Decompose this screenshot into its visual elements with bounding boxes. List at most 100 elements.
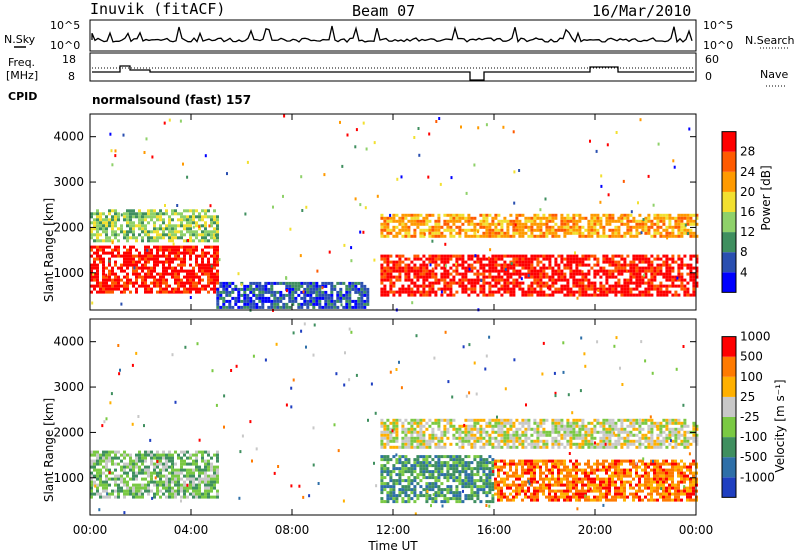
power-echo-cell (395, 231, 399, 235)
power-echo-cell (488, 272, 492, 276)
power-echo-cell (590, 222, 594, 226)
power-echo-cell (165, 245, 168, 249)
power-echo-cell (575, 213, 579, 217)
power-echo-cell (201, 257, 204, 261)
velocity-echo-cell (542, 489, 545, 493)
power-echo-cell (96, 245, 99, 249)
power-echo-cell (380, 234, 384, 238)
velocity-echo-cell (165, 465, 168, 469)
power-echo-cell (557, 234, 561, 238)
velocity-echo-cell (138, 468, 141, 472)
power-echo-cell (584, 257, 588, 261)
power-echo-cell (605, 234, 609, 238)
velocity-echo-cell (692, 483, 695, 487)
power-echo-cell (602, 284, 606, 288)
velocity-echo-cell (138, 492, 141, 496)
power-echo-cell (207, 257, 210, 261)
power-echo-cell (383, 284, 387, 288)
velocity-echo-cell (467, 473, 471, 477)
power-echo-cell (111, 218, 114, 222)
power-echo-cell (641, 266, 645, 270)
power-echo-cell (422, 228, 426, 232)
power-echo-cell (135, 269, 138, 273)
velocity-echo-cell (102, 450, 105, 454)
velocity-echo-cell (632, 462, 635, 466)
power-echo-cell (503, 216, 507, 220)
power-echo-cell (195, 233, 198, 237)
power-echo-cell (168, 215, 171, 219)
velocity-echo-cell (132, 495, 135, 499)
velocity-echo-cell (437, 421, 441, 425)
velocity-echo-cell (662, 480, 665, 484)
power-echo-cell (563, 219, 567, 223)
power-echo-cell (692, 272, 696, 276)
power-echo-cell (180, 230, 183, 234)
power-echo-cell (440, 278, 444, 282)
velocity-echo-cell (614, 495, 617, 499)
velocity-echo-cell (192, 480, 195, 484)
power-echo-cell (336, 293, 340, 297)
power-echo-cell (524, 257, 528, 261)
velocity-echo-cell (144, 468, 147, 472)
velocity-echo-cell (419, 421, 423, 425)
power-echo-cell (204, 245, 207, 249)
velocity-echo-cell (659, 495, 662, 499)
power-echo-cell (192, 233, 195, 237)
velocity-echo-cell (198, 450, 201, 454)
velocity-echo-cell (192, 492, 195, 496)
velocity-echo-cell (168, 489, 171, 493)
power-echo-cell (147, 254, 150, 258)
power-echo-cell (575, 290, 579, 294)
velocity-echo-cell (380, 436, 384, 440)
power-echo-cell (524, 254, 528, 258)
velocity-echo-cell (488, 470, 492, 474)
power-echo-cell (404, 216, 408, 220)
power-echo-cell (129, 236, 132, 240)
power-echo-cell (641, 278, 645, 282)
power-echo-cell (315, 299, 319, 303)
power-echo-cell (578, 257, 582, 261)
power-echo-cell (96, 212, 99, 216)
velocity-echo-cell (168, 453, 171, 457)
power-echo-cell (404, 231, 408, 235)
velocity-echo-cell (572, 474, 575, 478)
velocity-echo-cell (180, 465, 183, 469)
velocity-echo-cell (533, 480, 536, 484)
velocity-echo-cell (656, 462, 659, 466)
power-echo-cell (488, 263, 492, 267)
power-echo-cell (357, 299, 361, 303)
power-echo-cell (542, 231, 546, 235)
velocity-echo-cell (665, 474, 668, 478)
power-echo-cell (566, 213, 570, 217)
velocity-echo-cell (620, 483, 623, 487)
power-echo-cell (114, 284, 117, 288)
power-echo-cell (530, 260, 534, 264)
power-echo-cell (386, 293, 390, 297)
velocity-echo-cell (461, 439, 465, 443)
power-echo-cell (611, 272, 615, 276)
velocity-echo-cell (380, 455, 384, 459)
power-echo-cell (569, 269, 573, 273)
power-echo-cell (431, 290, 435, 294)
power-echo-speck (210, 264, 213, 268)
power-echo-cell (464, 260, 468, 264)
velocity-echo-cell (464, 476, 468, 480)
power-echo-cell (647, 219, 651, 223)
power-echo-cell (312, 287, 316, 291)
velocity-echo-cell (189, 486, 192, 490)
power-echo-cell (312, 281, 316, 285)
velocity-echo-cell (207, 453, 210, 457)
velocity-echo-cell (195, 462, 198, 466)
velocity-echo-cell (575, 462, 578, 466)
power-echo-cell (192, 272, 195, 276)
velocity-echo-cell (150, 456, 153, 460)
power-echo-cell (587, 284, 591, 288)
velocity-echo-cell (105, 477, 108, 481)
velocity-echo-cell (596, 462, 599, 466)
velocity-echo-cell (662, 483, 665, 487)
power-echo-cell (135, 236, 138, 240)
power-echo-cell (309, 296, 313, 300)
power-echo-cell (144, 275, 147, 279)
power-echo-cell (569, 275, 573, 279)
power-echo-speck (323, 173, 326, 177)
